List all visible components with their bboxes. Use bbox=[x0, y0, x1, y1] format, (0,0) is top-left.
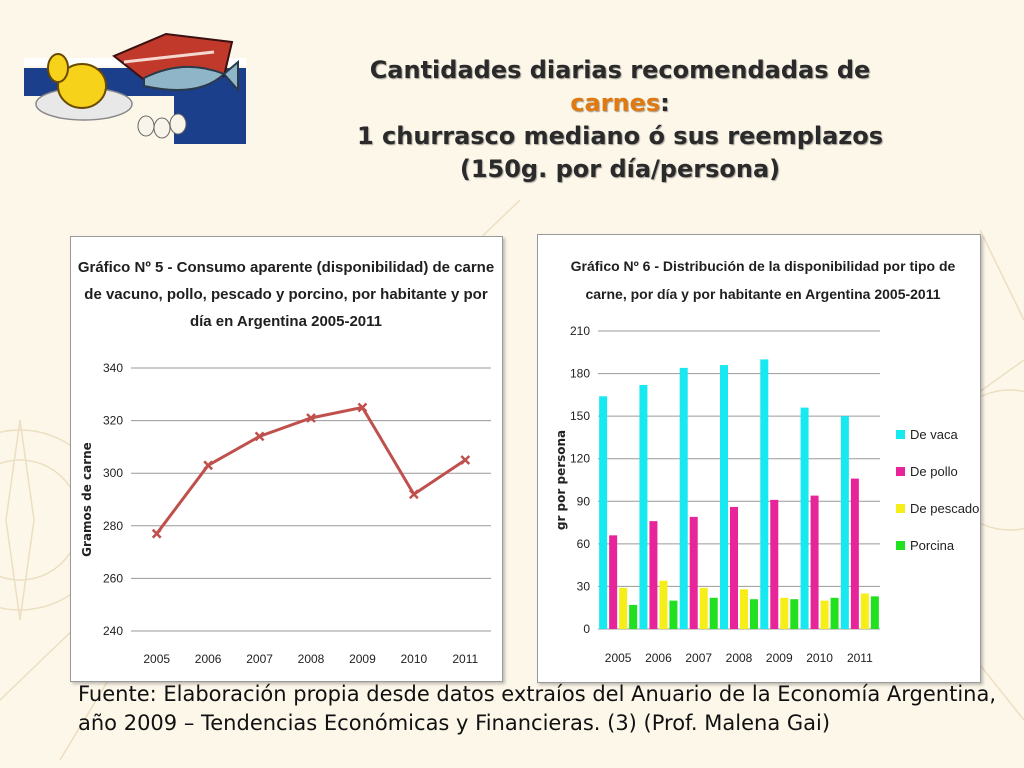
legend-label: De pescado bbox=[910, 501, 979, 516]
meat-clipart-illustration bbox=[24, 32, 246, 144]
bar bbox=[609, 535, 618, 629]
bar bbox=[689, 516, 698, 629]
data-point-marker bbox=[408, 489, 419, 500]
y-tick-label: 210 bbox=[570, 324, 590, 338]
title-line-1: Cantidades diarias recomendadas de bbox=[369, 56, 871, 84]
bar bbox=[840, 416, 849, 629]
x-tick-label: 2006 bbox=[645, 651, 672, 665]
bar bbox=[870, 596, 879, 629]
bar bbox=[820, 600, 829, 629]
legend-swatch bbox=[896, 541, 905, 550]
bar bbox=[780, 597, 789, 629]
x-tick-label: 2005 bbox=[143, 652, 170, 666]
title-colon: : bbox=[660, 89, 670, 117]
data-point-marker bbox=[151, 528, 162, 539]
chart-title-line: Gráfico Nº 6 - Distribución de la dispon… bbox=[571, 258, 956, 274]
x-tick-label: 2008 bbox=[298, 652, 325, 666]
bar bbox=[850, 478, 859, 629]
bar bbox=[599, 396, 608, 629]
x-tick-label: 2005 bbox=[605, 651, 632, 665]
slide-title: Cantidades diarias recomendadas de carne… bbox=[300, 54, 940, 186]
bar bbox=[770, 499, 779, 629]
series-line bbox=[155, 405, 467, 535]
y-tick-label: 180 bbox=[570, 367, 590, 381]
y-axis-label: Gramos de carne bbox=[80, 442, 94, 557]
y-tick-label: 280 bbox=[103, 519, 123, 533]
y-tick-label: 150 bbox=[570, 409, 590, 423]
bar bbox=[669, 600, 678, 629]
y-tick-label: 240 bbox=[103, 624, 123, 638]
data-point-marker bbox=[306, 413, 316, 423]
bar bbox=[760, 359, 769, 629]
legend-swatch bbox=[896, 467, 905, 476]
data-point-marker bbox=[203, 460, 214, 471]
bar bbox=[790, 599, 799, 629]
bar bbox=[810, 495, 819, 629]
legend-swatch bbox=[896, 430, 905, 439]
bar bbox=[860, 593, 869, 629]
chart-title-line: carne, por día y por habitante en Argent… bbox=[585, 286, 940, 302]
legend-label: De vaca bbox=[910, 427, 958, 442]
data-point-marker bbox=[254, 431, 265, 442]
chart-title-line: día en Argentina 2005-2011 bbox=[190, 313, 382, 330]
line-chart-svg: Gráfico Nº 5 - Consumo aparente (disponi… bbox=[78, 259, 494, 666]
bar bbox=[699, 587, 708, 629]
chart-title-line: Gráfico Nº 5 - Consumo aparente (disponi… bbox=[78, 259, 494, 276]
bar bbox=[730, 506, 738, 629]
source-citation: Fuente: Elaboración propia desde datos e… bbox=[78, 682, 997, 735]
y-tick-label: 320 bbox=[103, 414, 123, 428]
bar bbox=[830, 597, 839, 629]
bar bbox=[659, 580, 668, 629]
bar bbox=[800, 407, 809, 629]
x-tick-label: 2008 bbox=[726, 651, 753, 665]
legend-swatch bbox=[896, 504, 905, 513]
y-tick-label: 0 bbox=[583, 622, 590, 636]
bar-chart-distribucion: Gráfico Nº 6 - Distribución de la dispon… bbox=[537, 234, 981, 683]
y-tick-label: 60 bbox=[577, 537, 591, 551]
title-line-3: 1 churrasco mediano ó sus reemplazos bbox=[356, 122, 884, 150]
x-tick-label: 2009 bbox=[766, 651, 793, 665]
bar bbox=[649, 521, 658, 629]
data-point-marker bbox=[460, 455, 471, 465]
y-tick-label: 300 bbox=[103, 466, 123, 480]
x-tick-label: 2010 bbox=[806, 651, 833, 665]
bar bbox=[709, 597, 718, 629]
bar bbox=[619, 587, 628, 629]
data-point-marker bbox=[357, 402, 368, 413]
y-tick-label: 260 bbox=[103, 571, 123, 585]
y-tick-label: 120 bbox=[570, 452, 590, 466]
x-tick-label: 2011 bbox=[847, 651, 873, 665]
line-chart-consumo-aparente: Gráfico Nº 5 - Consumo aparente (disponi… bbox=[70, 236, 503, 682]
x-tick-label: 2009 bbox=[349, 652, 376, 666]
bar-chart-svg: Gráfico Nº 6 - Distribución de la dispon… bbox=[554, 258, 979, 665]
title-line-4: (150g. por día/persona) bbox=[459, 155, 781, 183]
x-tick-label: 2011 bbox=[452, 652, 478, 666]
bar bbox=[750, 599, 758, 629]
y-tick-label: 30 bbox=[577, 579, 591, 593]
y-axis-label: gr por persona bbox=[554, 430, 568, 530]
y-tick-label: 90 bbox=[577, 494, 591, 508]
bar bbox=[720, 365, 728, 629]
x-tick-label: 2007 bbox=[246, 652, 273, 666]
x-tick-label: 2007 bbox=[685, 651, 712, 665]
bar bbox=[679, 367, 688, 629]
title-accent-word: carnes bbox=[570, 89, 661, 117]
bar bbox=[740, 589, 748, 629]
x-tick-label: 2006 bbox=[195, 652, 222, 666]
legend-label: De pollo bbox=[910, 464, 958, 479]
chart-title-line: de vacuno, pollo, pescado y porcino, por… bbox=[84, 286, 488, 303]
x-tick-label: 2010 bbox=[401, 652, 428, 666]
legend-label: Porcina bbox=[910, 538, 955, 553]
y-tick-label: 340 bbox=[103, 361, 123, 375]
bar bbox=[639, 384, 648, 629]
bar bbox=[629, 604, 638, 629]
